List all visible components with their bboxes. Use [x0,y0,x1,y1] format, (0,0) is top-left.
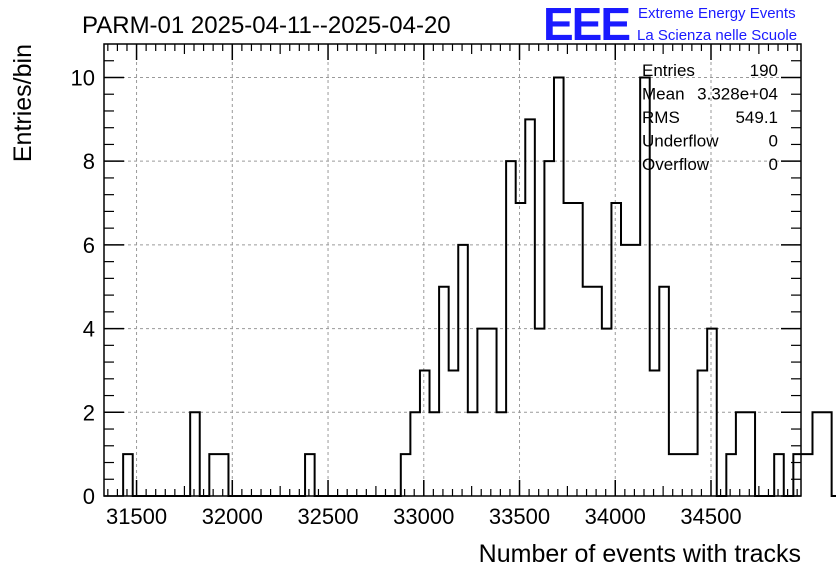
histogram-bin [410,412,420,496]
x-tick-label: 34000 [585,504,646,529]
histogram-bin [659,287,669,496]
histogram-series [122,76,836,497]
histogram-bin [774,454,784,496]
stats-value: 549.1 [735,108,778,127]
histogram-bin [621,245,631,496]
histogram-bin [698,370,708,496]
stats-value: 190 [750,61,778,80]
y-tick-label: 4 [83,317,95,342]
histogram-bin [822,412,832,496]
histogram-bin [736,412,746,496]
histogram-bin [631,245,641,496]
logo-mark: EEE [543,0,629,50]
logo-line-2: La Scienza nelle Scuole [637,27,797,44]
y-tick-label: 0 [83,484,95,509]
histogram-bin [209,454,219,496]
histogram-bin [458,245,468,496]
histogram-bin [190,412,200,496]
histogram-bin [573,203,583,496]
x-tick-label: 32500 [297,504,358,529]
histogram-bin [803,454,813,496]
x-tick-label: 31500 [106,504,167,529]
stats-label: Underflow [642,132,719,151]
stats-label: Mean [642,85,685,104]
stats-label: Overflow [642,155,710,174]
x-tick-label: 33000 [393,504,454,529]
y-tick-label: 10 [71,65,95,90]
histogram-bin [650,370,660,496]
y-tick-label: 8 [83,149,95,174]
eee-logo: EEE Extreme Energy Events La Scienza nel… [543,0,797,50]
stats-value: 0 [769,155,778,174]
histogram-bin [525,119,535,496]
histogram-bin [305,454,315,496]
histogram-bin [123,454,133,496]
stats-value: 0 [769,132,778,151]
histogram-bin [564,203,574,496]
histogram-bin [812,412,822,496]
y-axis: 0 2 4 6 8 10 [71,60,801,509]
stats-label: Entries [642,61,695,80]
chart-title: PARM-01 2025-04-11--2025-04-20 [82,12,451,39]
x-tick-label: 32000 [202,504,263,529]
histogram-bin [554,77,564,496]
plot-frame [103,43,802,497]
y-tick-label: 6 [83,233,95,258]
histogram-bin [592,287,602,496]
histogram-bin [669,454,679,496]
x-axis-title: Number of events with tracks [479,540,801,568]
histogram-bin [401,454,411,496]
histogram-bin [688,454,698,496]
histogram-bin [611,203,621,496]
histogram-bin [430,412,440,496]
grid-lines [104,44,801,496]
histogram-bin [468,412,478,496]
y-axis-title: Entries/bin [9,44,37,162]
histogram-bin [219,454,229,496]
y-tick-label: 2 [83,400,95,425]
stats-label: RMS [642,108,680,127]
histogram-bin [745,412,755,496]
histogram-bin [420,370,430,496]
histogram-bin [449,370,459,496]
histogram-bin [497,412,507,496]
logo-line-1: Extreme Energy Events [638,5,796,22]
x-tick-label: 34500 [680,504,741,529]
histogram-bin [726,454,736,496]
x-tick-label: 33500 [489,504,550,529]
histogram-outline [122,76,836,497]
histogram-bin [678,454,688,496]
x-axis: 31500 32000 32500 33000 33500 34000 34500 [106,44,798,529]
histogram-bin [439,287,449,496]
stats-value: 3.328e+04 [697,85,778,104]
histogram-bin [583,287,593,496]
stats-box: Entries 190 Mean 3.328e+04 RMS 549.1 Underflow… [642,61,778,174]
histogram-bin [516,203,526,496]
